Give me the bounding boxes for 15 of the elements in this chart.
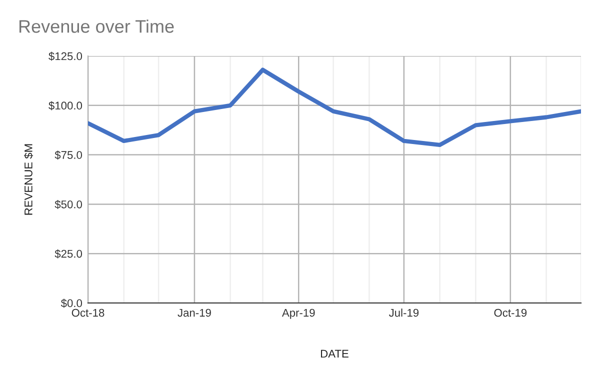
y-tick-label: $100.0 [48, 101, 82, 110]
y-tick-label: $50.0 [54, 200, 82, 209]
line-series [88, 68, 581, 148]
x-tick-label: Oct-19 [494, 308, 527, 317]
y-tick-label: $125.0 [48, 52, 82, 61]
y-tick-label: $25.0 [54, 249, 82, 258]
x-tick-label: Apr-19 [282, 308, 315, 319]
x-axis-title: DATE [321, 350, 348, 358]
x-tick-label: Jul-19 [388, 308, 419, 317]
y-tick-label: $0.0 [60, 298, 82, 308]
y-axis-title: REVENUE $M [24, 144, 34, 215]
chart-title: Revenue over Time [19, 20, 174, 33]
x-tick-label: Oct-18 [72, 308, 104, 317]
x-tick-label: Jan-19 [178, 308, 211, 317]
y-tick-label: $75.0 [54, 150, 82, 160]
